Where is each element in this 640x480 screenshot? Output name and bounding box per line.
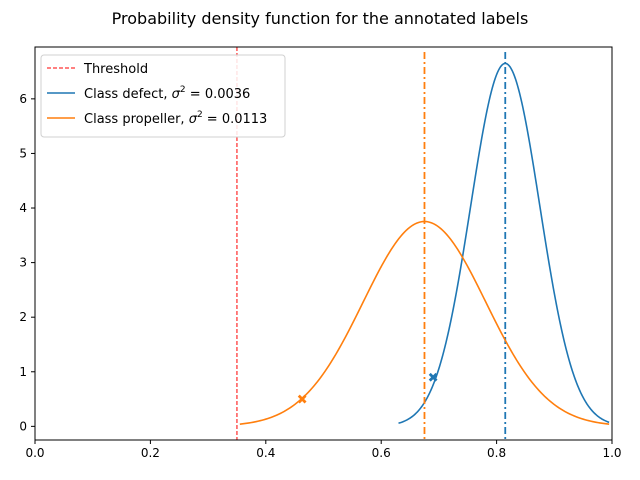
x-tick-label: 0.4 [256,446,275,460]
x-tick-label: 0.2 [141,446,160,460]
legend: Threshold Class defect, σ2 = 0.0036 Class … [40,54,286,138]
legend-label-2: Class propeller, σ2 = 0.0113 [84,110,267,127]
sample-marker-1 [297,394,307,404]
x-tick-label: 0.8 [487,446,506,460]
y-tick-label: 5 [19,146,27,160]
chart-title: Probability density function for the ann… [112,9,529,28]
axes-frame [34,46,613,441]
y-tick-label: 6 [19,92,27,106]
y-tick-label: 3 [19,256,27,270]
legend-label-0: Threshold [83,62,148,77]
y-tick-label: 0 [19,419,27,433]
x-tick-label: 0.0 [25,446,44,460]
legend-box [40,54,286,138]
x-tick-label: 1.0 [602,446,621,460]
legend-label-1: Class defect, σ2 = 0.0036 [84,85,250,102]
plot-area [236,47,610,440]
y-tick-label: 1 [19,365,27,379]
x-tick-label: 0.6 [372,446,391,460]
axis-ticks: 0.0 0.2 0.4 0.6 0.8 1.0 0 1 2 3 4 5 6 [19,92,621,460]
series-line-0 [398,62,610,424]
sample-marker-0 [428,372,438,382]
y-tick-label: 2 [19,310,27,324]
y-tick-label: 4 [19,201,27,215]
